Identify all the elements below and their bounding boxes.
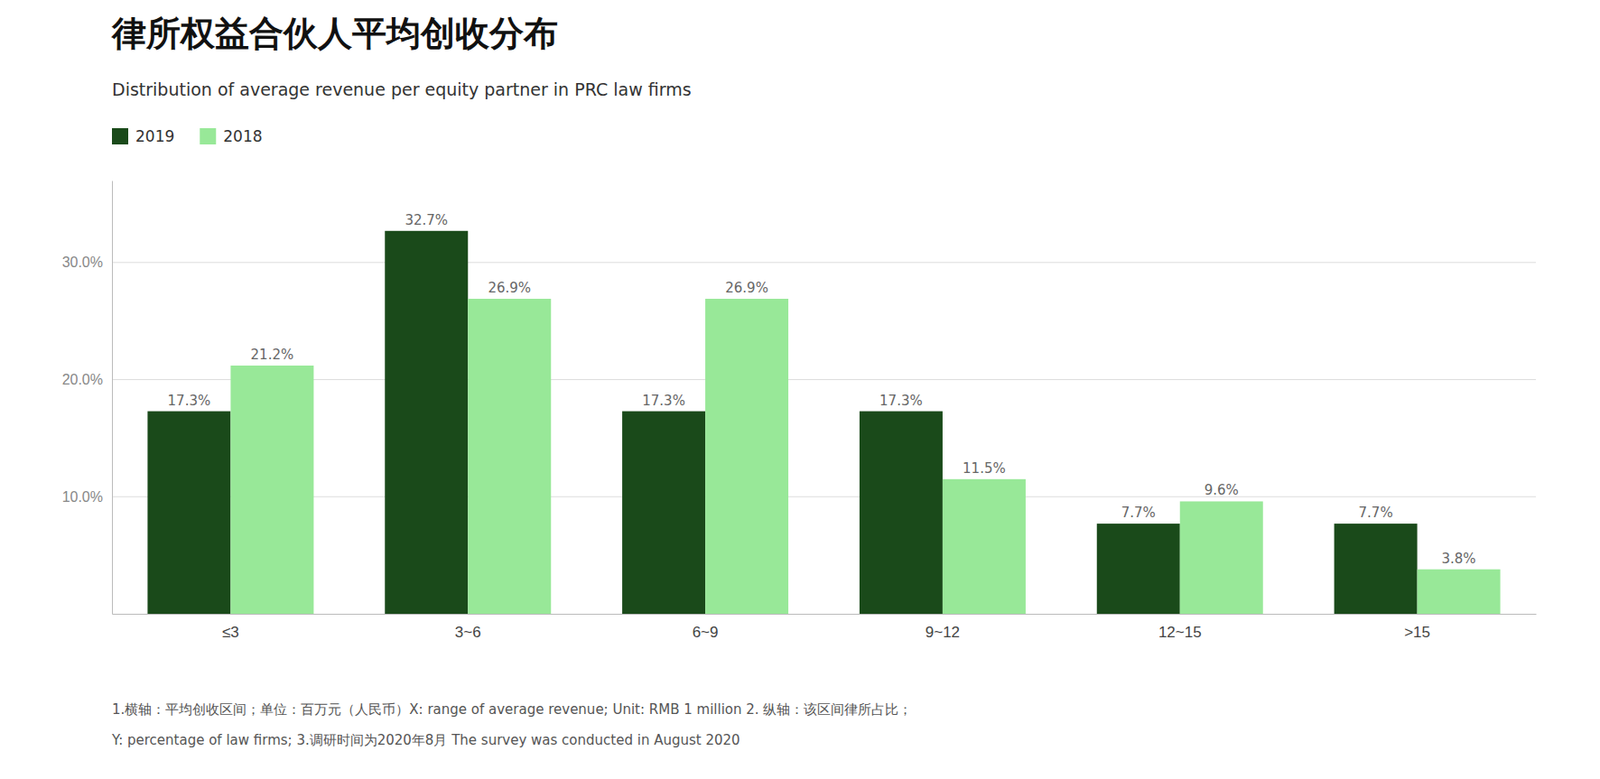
x-axis-line — [112, 613, 1537, 615]
bar — [467, 298, 551, 614]
x-tick-label: ≤3 — [222, 623, 240, 642]
bar — [230, 365, 314, 614]
x-tick: ≤3 — [222, 623, 240, 642]
y-tick: 10.0% — [62, 489, 103, 505]
y-tick: 30.0% — [62, 254, 103, 270]
x-tick: 9~12 — [925, 623, 960, 642]
grid-line — [111, 379, 1536, 381]
x-tick-label: 9~12 — [925, 623, 960, 642]
x-tick-label: 12~15 — [1158, 623, 1202, 642]
y-tick-label: 10.0% — [62, 489, 103, 505]
bar — [1180, 501, 1264, 614]
data-label: 21.2% — [251, 346, 295, 363]
data-label: 32.7% — [404, 212, 448, 229]
legend-item: 2018 — [199, 127, 262, 146]
grid-line — [111, 496, 1536, 498]
grid-line — [111, 261, 1536, 263]
x-tick: >15 — [1404, 623, 1431, 642]
y-tick-label: 20.0% — [62, 372, 103, 388]
bar — [384, 231, 468, 614]
x-tick-label: 3~6 — [455, 623, 482, 642]
y-axis: 10.0% 20.0% 30.0% — [62, 181, 113, 615]
data-label: 7.7% — [1121, 504, 1156, 521]
legend-item: 2019 — [111, 127, 175, 146]
y-tick-label: 30.0% — [62, 254, 103, 270]
bars — [147, 231, 1500, 614]
plot-area: 17.3% 32.7% 17.3% 17.3% 7.7% 7.7% 21.2% 26.9% 26… — [62, 181, 1537, 642]
chart: 律所权益合伙人平均创收分布 Distribution of average rev… — [0, 0, 1600, 779]
bar — [1097, 523, 1181, 614]
bar — [705, 298, 789, 614]
grid — [111, 262, 1536, 497]
bar — [859, 411, 943, 614]
data-label: 7.7% — [1358, 504, 1394, 521]
data-label: 11.5% — [962, 460, 1006, 477]
x-axis: ≤3 3~6 6~9 9~12 12~15 >15 — [112, 614, 1537, 642]
legend: 2019 2018 — [111, 127, 263, 146]
footnote: 1.横轴：平均创收区间；单位：百万元（人民币）X: range of avera… — [111, 701, 912, 718]
y-tick: 20.0% — [62, 372, 103, 388]
bar — [1417, 569, 1501, 614]
title: 律所权益合伙人平均创收分布 — [111, 13, 559, 54]
x-tick: 6~9 — [692, 623, 719, 642]
data-label: 26.9% — [487, 279, 531, 297]
data-labels: 17.3% 32.7% 17.3% 17.3% 7.7% 7.7% 21.2% 26.9% 26… — [167, 212, 1477, 568]
data-label: 17.3% — [167, 392, 212, 410]
legend-swatch — [111, 128, 129, 145]
legend-label: 2018 — [223, 127, 262, 146]
bar — [622, 411, 706, 614]
bar — [147, 411, 231, 614]
x-tick: 12~15 — [1158, 623, 1202, 642]
footnote: Y: percentage of law firms; 3.调研时间为2020年… — [111, 732, 741, 749]
data-label: 26.9% — [725, 279, 769, 297]
subtitle: Distribution of average revenue per equi… — [111, 79, 692, 100]
data-label: 9.6% — [1204, 482, 1239, 499]
data-label: 3.8% — [1441, 550, 1477, 568]
bar — [1334, 523, 1418, 614]
x-tick-label: 6~9 — [692, 623, 719, 642]
bar-series — [230, 298, 1500, 614]
legend-label: 2019 — [135, 127, 175, 146]
x-tick-label: >15 — [1404, 623, 1431, 642]
data-label: 17.3% — [641, 392, 686, 410]
legend-swatch — [199, 128, 216, 145]
bar-series — [147, 231, 1417, 614]
data-label: 17.3% — [879, 392, 923, 410]
y-axis-line — [111, 181, 113, 615]
bar — [942, 479, 1026, 614]
x-tick: 3~6 — [455, 623, 482, 642]
